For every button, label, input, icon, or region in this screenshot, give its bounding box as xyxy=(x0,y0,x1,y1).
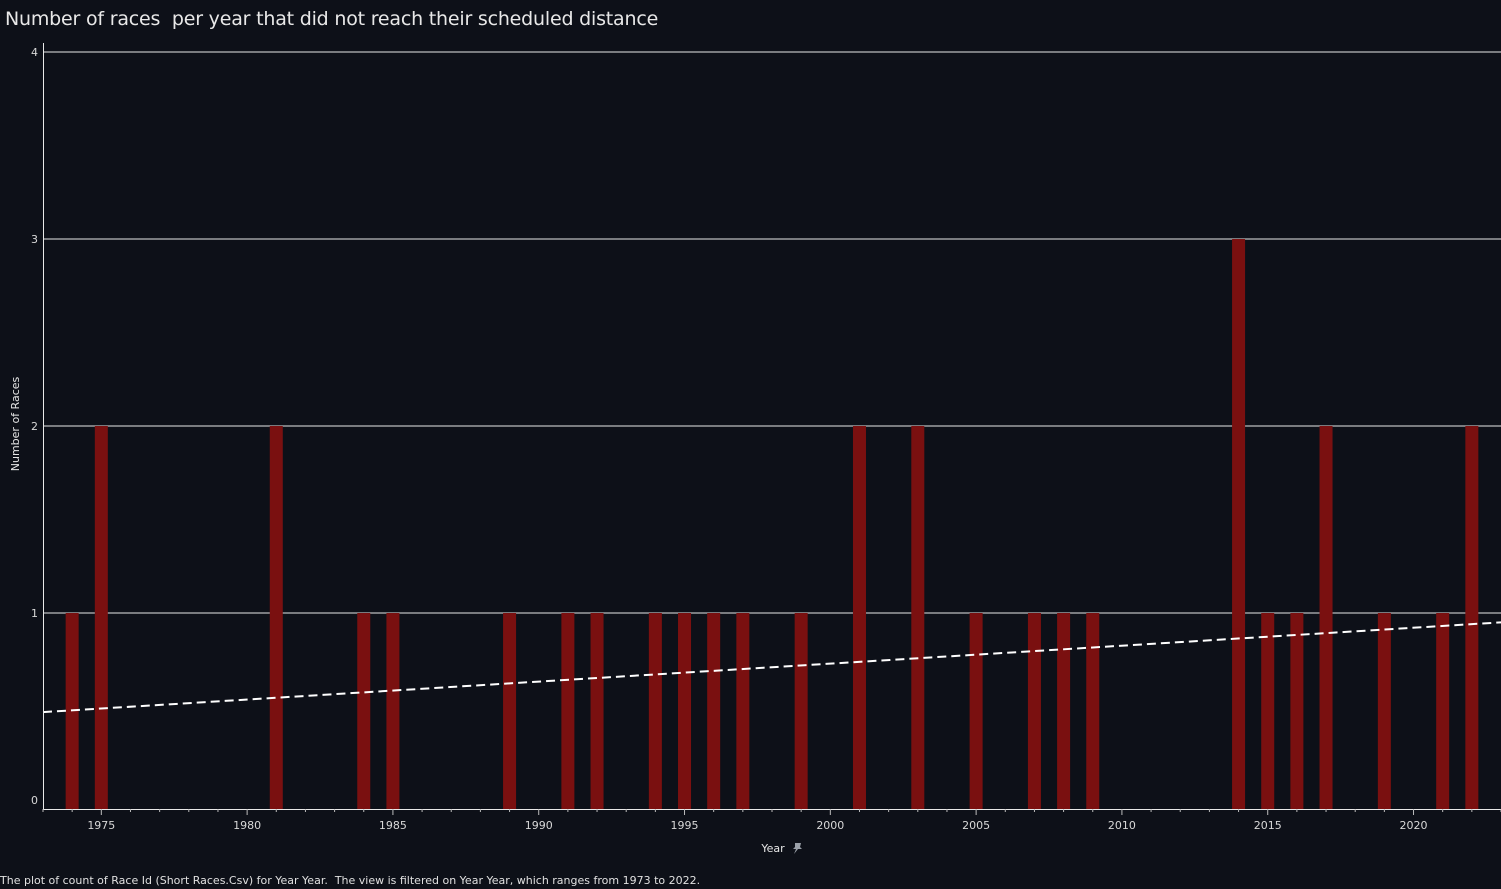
bar-1985[interactable] xyxy=(386,613,400,809)
bar-2021[interactable] xyxy=(1436,613,1450,809)
x-tick-label: 1980 xyxy=(233,819,261,832)
bar-1984[interactable] xyxy=(357,613,371,809)
trend-line xyxy=(42,621,1501,714)
bar-1999[interactable] xyxy=(794,613,808,809)
x-tick-label: 2010 xyxy=(1108,819,1136,832)
bar-1995[interactable] xyxy=(678,613,692,809)
chart-title: Number of races per year that did not re… xyxy=(5,8,659,30)
x-tick-label: 1985 xyxy=(379,819,407,832)
x-tick-label: 1995 xyxy=(671,819,699,832)
pin-icon[interactable] xyxy=(793,843,802,854)
bar-1997[interactable] xyxy=(736,613,750,809)
bar-1996[interactable] xyxy=(707,613,721,809)
x-tick-label: 1990 xyxy=(525,819,553,832)
bar-2008[interactable] xyxy=(1057,613,1071,809)
bar-1992[interactable] xyxy=(590,613,604,809)
bars xyxy=(65,239,1479,809)
bar-2009[interactable] xyxy=(1086,613,1100,809)
x-tick-label: 1975 xyxy=(87,819,115,832)
trend-line-group xyxy=(42,621,1501,714)
bar-2015[interactable] xyxy=(1261,613,1275,809)
bar-2019[interactable] xyxy=(1377,613,1391,809)
axes: 0 1 2 3 4 1975 1980 1985 1990 1995 2000 2005 2010 201… xyxy=(31,43,1501,832)
y-tick-label: 2 xyxy=(31,420,38,433)
x-tick-label: 2005 xyxy=(962,819,990,832)
bar-1991[interactable] xyxy=(561,613,575,809)
bar-2005[interactable] xyxy=(969,613,983,809)
x-axis-title[interactable]: Year xyxy=(760,842,785,855)
bar-1994[interactable] xyxy=(648,613,662,809)
gridlines xyxy=(43,51,1501,614)
y-tick-label: 3 xyxy=(31,233,38,246)
bar-2007[interactable] xyxy=(1027,613,1041,809)
y-tick-label: 1 xyxy=(31,607,38,620)
x-tick-label: 2020 xyxy=(1400,819,1428,832)
bar-1975[interactable] xyxy=(94,426,108,809)
y-tick-label: 4 xyxy=(31,46,38,59)
bar-1981[interactable] xyxy=(269,426,283,809)
bar-2017[interactable] xyxy=(1319,426,1333,809)
bar-2022[interactable] xyxy=(1465,426,1479,809)
x-tick-label: 2000 xyxy=(816,819,844,832)
chart-caption: The plot of count of Race Id (Short Race… xyxy=(0,874,701,887)
bar-2016[interactable] xyxy=(1290,613,1304,809)
bar-2001[interactable] xyxy=(852,426,866,809)
bar-2014[interactable] xyxy=(1232,239,1246,809)
y-axis-title: Number of Races xyxy=(9,377,22,472)
bar-2003[interactable] xyxy=(911,426,925,809)
x-tick-label: 2015 xyxy=(1254,819,1282,832)
y-tick-label: 0 xyxy=(31,794,38,807)
bar-1989[interactable] xyxy=(503,613,517,809)
